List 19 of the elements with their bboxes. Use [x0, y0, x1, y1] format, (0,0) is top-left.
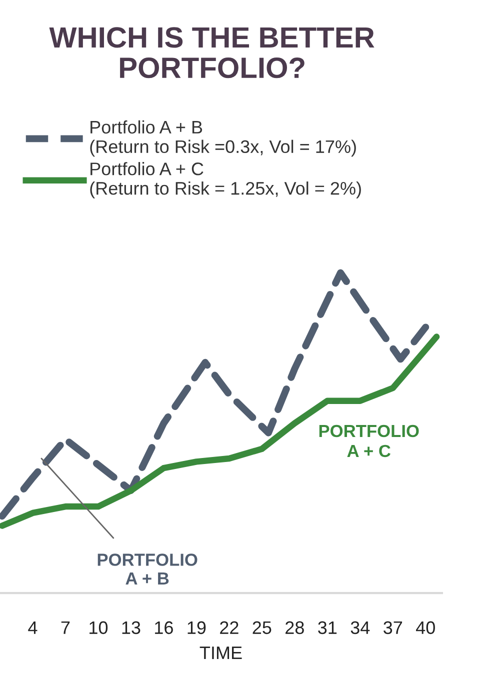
x-tick-label: 28 [286, 621, 304, 634]
x-tick-label: 13 [122, 621, 140, 634]
x-tick-label: 34 [350, 621, 370, 634]
x-tick-label: 19 [188, 621, 206, 634]
x-tick-label: 31 [318, 621, 337, 634]
x-tick-label: 7 [61, 621, 70, 634]
legend-label: Portfolio A + C (Return to Risk = 1.25x, Vol = 2%) [90, 162, 361, 198]
legend-label: Portfolio A + B (Return to Risk =0.3x, Vol = 17%) [90, 120, 356, 157]
annotation: PORTFOLIO A + B [98, 554, 198, 584]
annotation: PORTFOLIO A + C [319, 424, 419, 458]
x-tick-label: 37 [384, 621, 402, 634]
x-axis-title: TIME [200, 646, 242, 660]
x-tick-label: 4 [28, 621, 38, 634]
x-tick-label: 22 [220, 621, 238, 634]
x-tick-label: 40 [416, 621, 435, 634]
x-tick-label: 25 [252, 621, 272, 634]
chart-title: WHICH IS THE BETTER PORTFOLIO? [49, 27, 374, 78]
x-tick-label: 10 [90, 621, 108, 634]
x-tick-label: 16 [155, 621, 173, 634]
